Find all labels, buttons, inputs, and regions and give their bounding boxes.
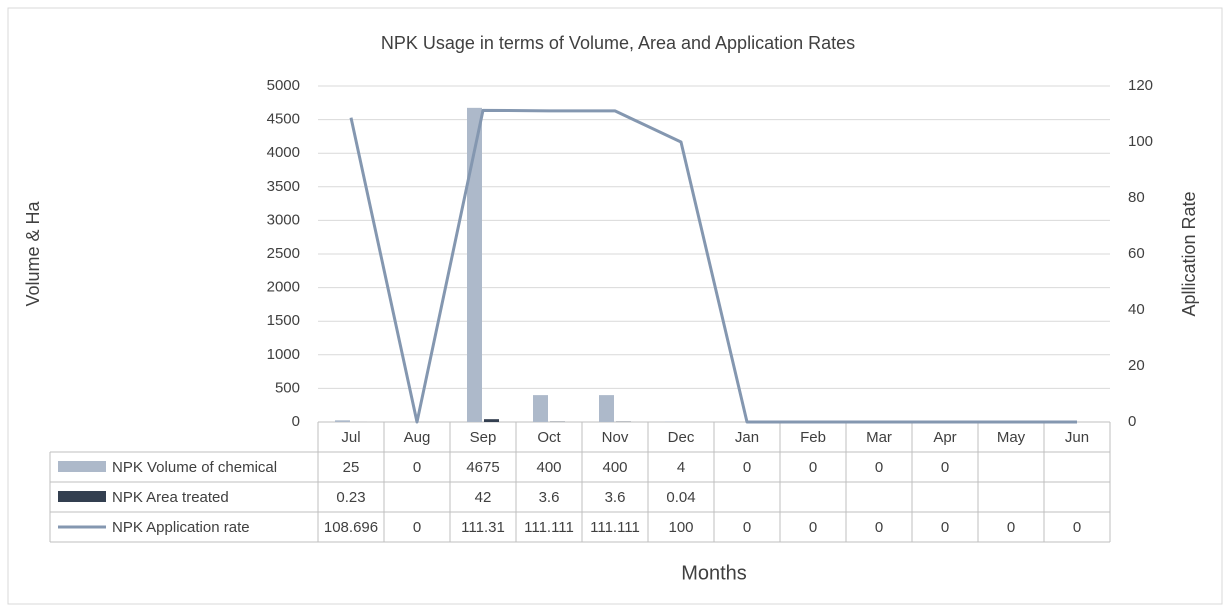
table-cell: 4675 xyxy=(466,459,499,476)
legend-label: NPK Application rate xyxy=(112,519,250,536)
table-cell: 4 xyxy=(677,459,685,476)
table-cell: 100 xyxy=(668,519,693,536)
y-tick-label: 500 xyxy=(275,379,300,396)
x-tick-label: Feb xyxy=(800,429,826,446)
table-cell: 0 xyxy=(809,459,817,476)
chart-frame xyxy=(7,7,1223,605)
table-cell: 0 xyxy=(875,459,883,476)
y-tick-label: 1000 xyxy=(267,346,300,363)
x-tick-label: Jul xyxy=(341,429,360,446)
legend-key xyxy=(58,491,106,502)
x-tick-label: Apr xyxy=(933,429,956,446)
y-tick-label: 2000 xyxy=(267,279,300,296)
bar xyxy=(467,107,482,422)
bar xyxy=(599,395,614,422)
table-cell: 0 xyxy=(413,519,421,536)
y-tick-label: 2500 xyxy=(267,245,300,262)
legend-label: NPK Volume of chemical xyxy=(112,459,277,476)
y-tick-label: 5000 xyxy=(267,77,300,94)
y-tick-label: 4500 xyxy=(267,111,300,128)
table-cell: 0 xyxy=(941,459,949,476)
y-tick-label: 0 xyxy=(292,413,300,430)
table-cell: 0 xyxy=(1007,519,1015,536)
bar xyxy=(533,395,548,422)
x-axis-label: Months xyxy=(681,562,747,584)
y-tick-label: 3500 xyxy=(267,178,300,195)
table-cell: 0 xyxy=(413,459,421,476)
line-series xyxy=(349,108,1077,424)
y2-axis-label: Apllication Rate xyxy=(1179,191,1199,316)
table-cell: 42 xyxy=(475,489,492,506)
legend-key xyxy=(58,461,106,472)
table-cell: 111.111 xyxy=(590,519,640,536)
bar xyxy=(484,419,499,422)
table-cell: 0 xyxy=(743,459,751,476)
table-cell: 400 xyxy=(602,459,627,476)
table-cell: 0 xyxy=(1073,519,1081,536)
table-cell: 0.23 xyxy=(336,489,365,506)
x-tick-label: Sep xyxy=(470,429,497,446)
y2-tick-label: 120 xyxy=(1128,77,1153,94)
y-tick-label: 4000 xyxy=(267,144,300,161)
table-cell: 3.6 xyxy=(539,489,560,506)
y-tick-label: 1500 xyxy=(267,312,300,329)
x-tick-label: Mar xyxy=(866,429,892,446)
x-tick-label: Aug xyxy=(404,429,431,446)
x-tick-label: Jun xyxy=(1065,429,1089,446)
y2-tick-label: 0 xyxy=(1128,413,1136,430)
y2-tick-label: 40 xyxy=(1128,301,1145,318)
bar xyxy=(335,420,350,422)
table-cell: 0 xyxy=(941,519,949,536)
y2-tick-label: 60 xyxy=(1128,245,1145,262)
y-axis-label: Volume & Ha xyxy=(23,200,43,306)
y2-tick-label: 20 xyxy=(1128,357,1145,374)
x-tick-label: Oct xyxy=(537,429,561,446)
y2-tick-label: 100 xyxy=(1128,133,1153,150)
x-tick-label: Nov xyxy=(602,429,629,446)
table-cell: 400 xyxy=(536,459,561,476)
x-tick-label: May xyxy=(997,429,1026,446)
table-cell: 111.111 xyxy=(524,519,574,536)
table-cell: 0.04 xyxy=(666,489,695,506)
table-cell: 0 xyxy=(809,519,817,536)
table-cell: 25 xyxy=(343,459,360,476)
y-tick-label: 3000 xyxy=(267,211,300,228)
x-tick-label: Jan xyxy=(735,429,759,446)
table-cell: 0 xyxy=(743,519,751,536)
table-cell: 0 xyxy=(875,519,883,536)
legend-label: NPK Area treated xyxy=(112,489,229,506)
table-cell: 108.696 xyxy=(324,519,378,536)
x-tick-label: Dec xyxy=(668,429,695,446)
y2-tick-label: 80 xyxy=(1128,189,1145,206)
chart-title: NPK Usage in terms of Volume, Area and A… xyxy=(381,33,855,53)
table-cell: 3.6 xyxy=(605,489,626,506)
table-cell: 111.31 xyxy=(461,519,505,536)
